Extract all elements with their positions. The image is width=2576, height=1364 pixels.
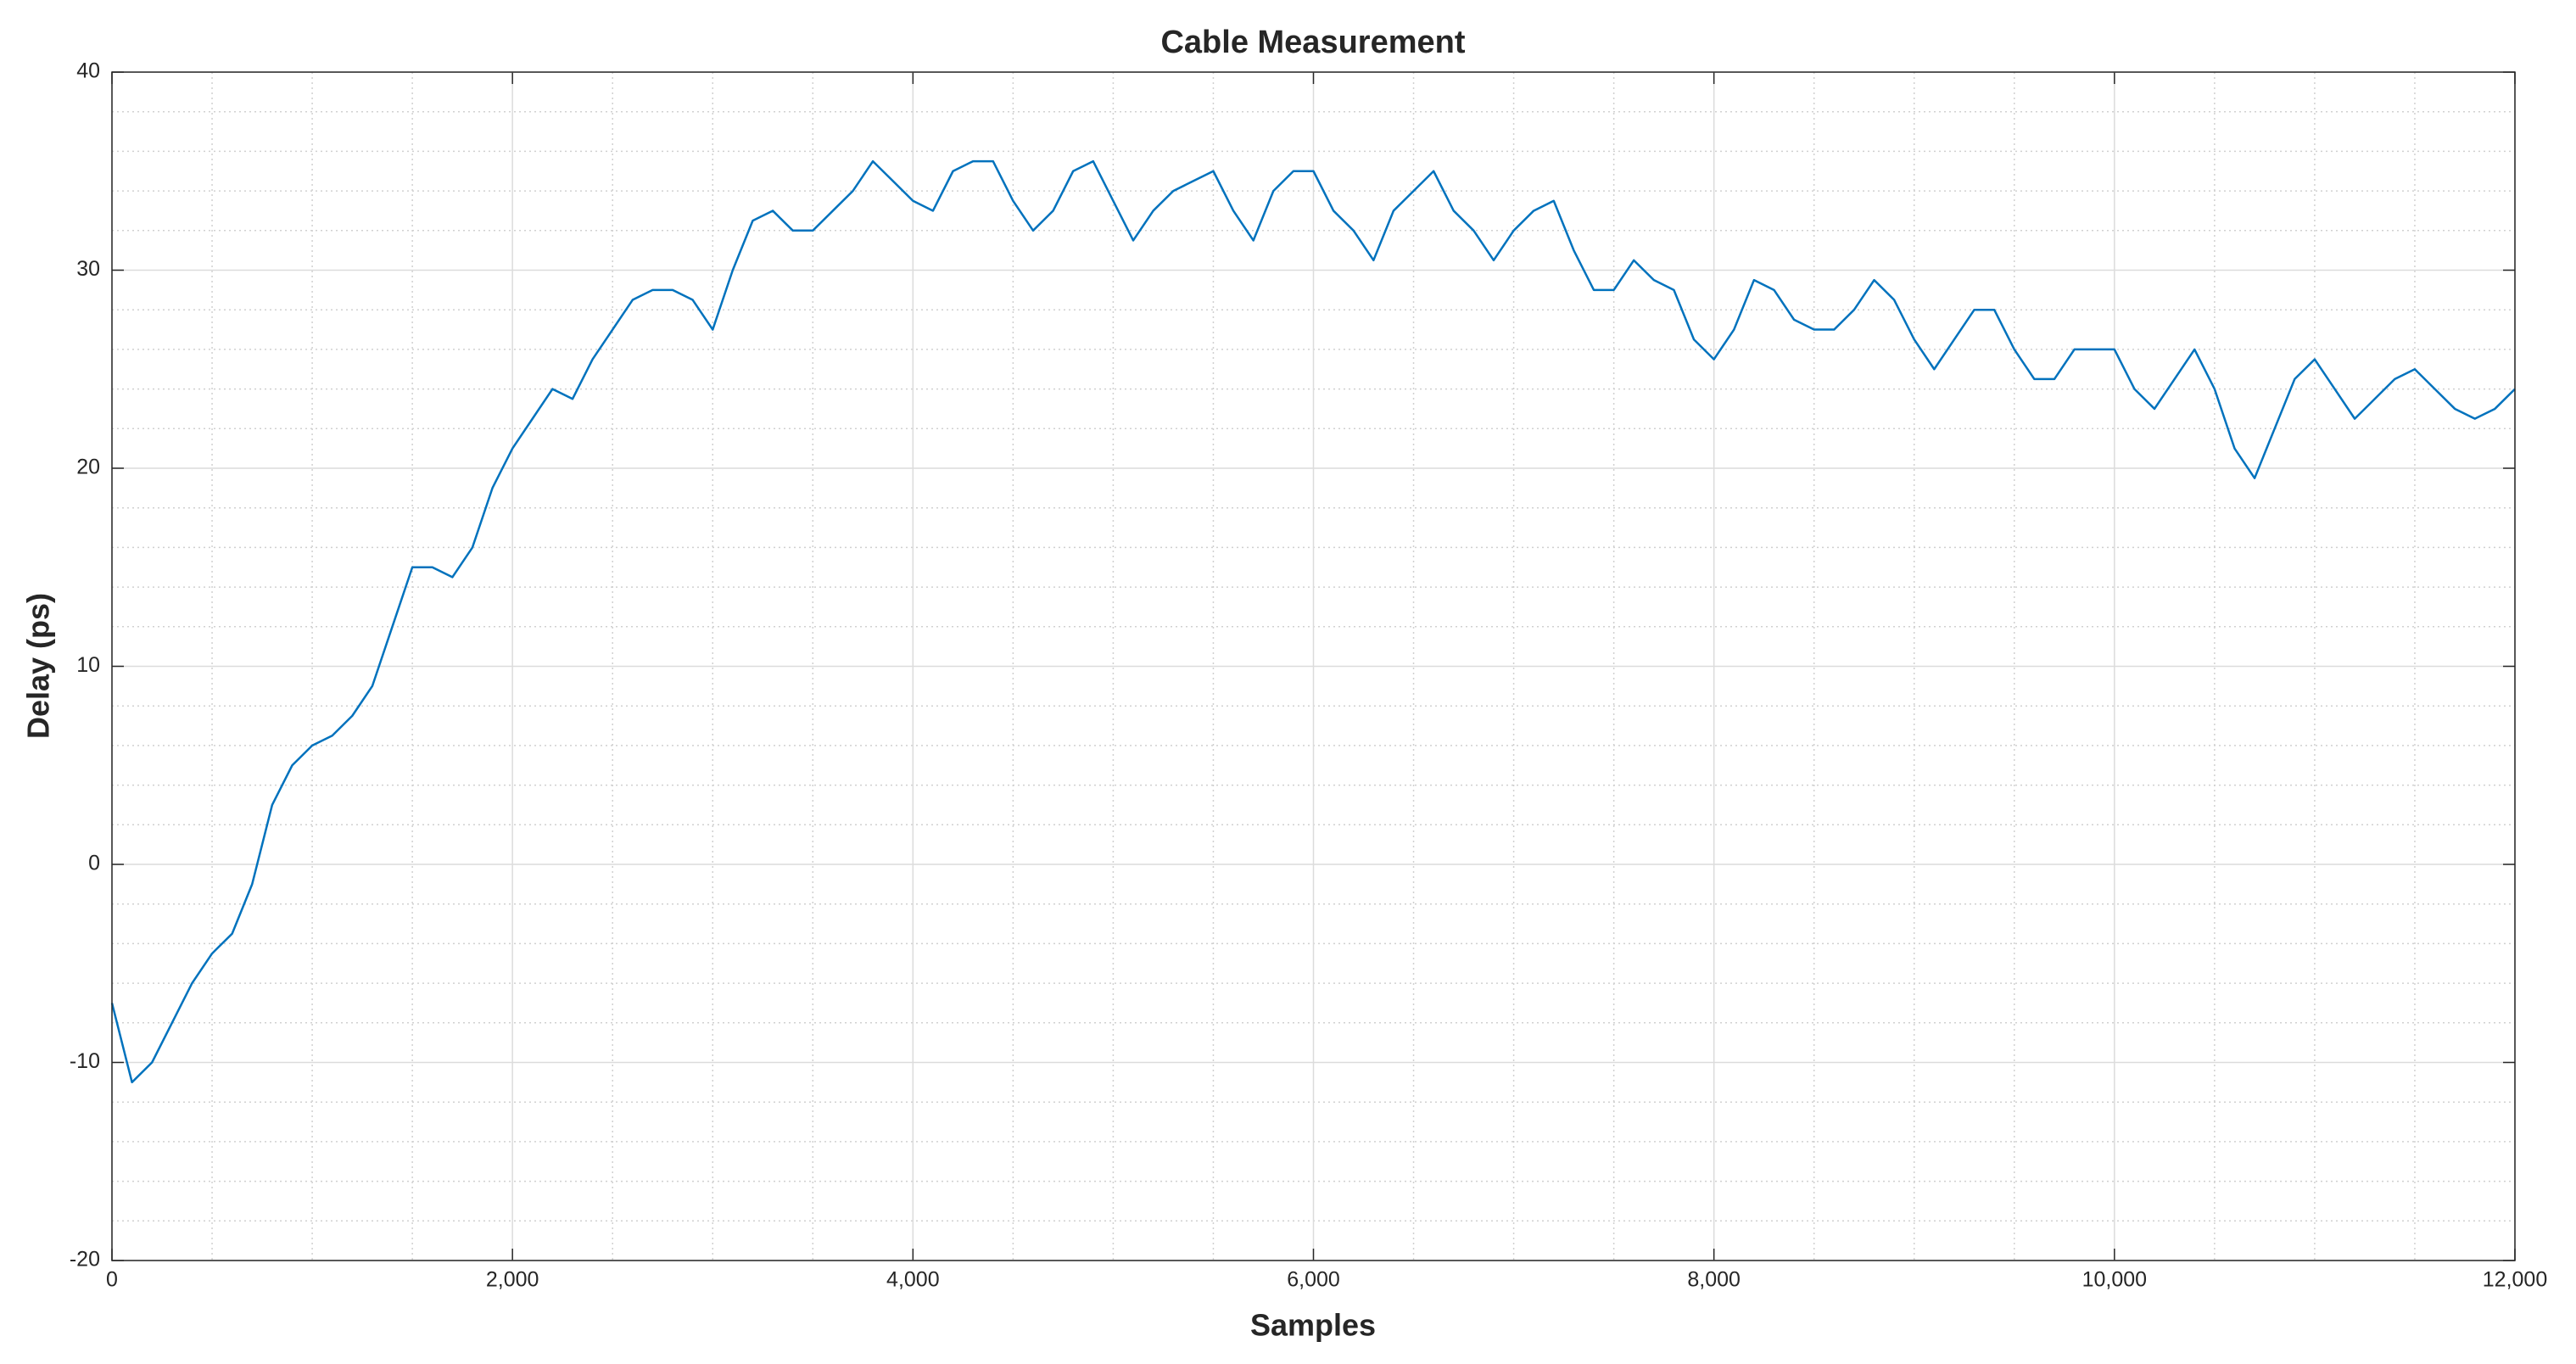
x-tick-label: 0 [106,1268,118,1292]
y-axis-label: Delay (ps) [21,593,56,739]
chart-title: Cable Measurement [1160,25,1465,60]
y-tick-label: 30 [76,257,100,281]
x-tick-label: 6,000 [1287,1268,1340,1292]
x-tick-label: 2,000 [486,1268,539,1292]
axes-box [111,71,2516,1261]
y-tick-label: 40 [76,59,100,83]
x-tick-label: 12,000 [2483,1268,2547,1292]
x-axis-label: Samples [1250,1308,1376,1343]
y-tick-label: -20 [70,1248,100,1272]
data-line [110,159,2516,1084]
y-tick-label: -10 [70,1049,100,1073]
x-tick-label: 4,000 [886,1268,940,1292]
y-tick-label: 10 [76,653,100,677]
y-tick-label: 0 [88,852,100,875]
y-tick-label: 20 [76,456,100,479]
x-tick-label: 8,000 [1687,1268,1741,1292]
x-tick-label: 10,000 [2082,1268,2147,1292]
